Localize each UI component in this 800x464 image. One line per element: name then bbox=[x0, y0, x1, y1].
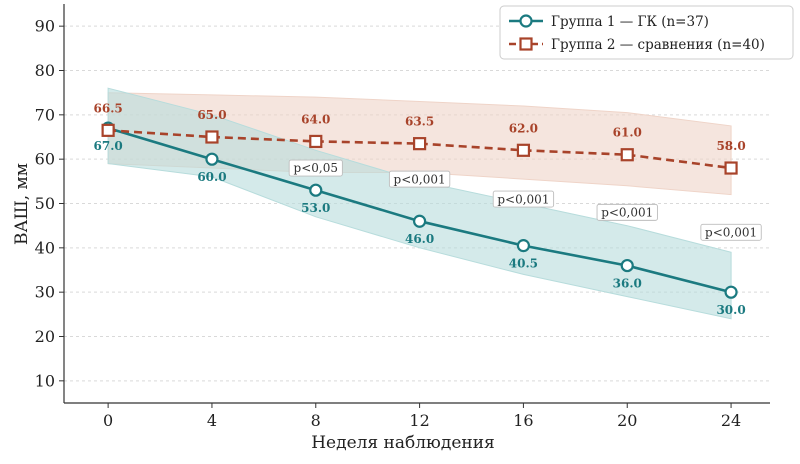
p-value-label: p<0,001 bbox=[601, 206, 653, 220]
p-value-box bbox=[700, 223, 762, 241]
data-label-group-2: 64.0 bbox=[301, 112, 330, 126]
x-tick-label: 0 bbox=[103, 411, 113, 430]
data-point-group-2 bbox=[620, 148, 634, 162]
data-label-group-2: 63.5 bbox=[405, 115, 434, 129]
y-tick-label: 50 bbox=[35, 194, 55, 213]
x-tick-label: 8 bbox=[311, 411, 321, 430]
data-label-group-2: 65.0 bbox=[197, 108, 226, 122]
axes bbox=[59, 4, 770, 408]
data-point-group-1 bbox=[412, 214, 427, 228]
data-label-group-1: 40.5 bbox=[509, 257, 538, 271]
data-label-group-1: 30.0 bbox=[716, 303, 745, 317]
y-tick-label: 20 bbox=[35, 327, 55, 346]
legend-label-group-2: Группа 2 — сравнения (n=40) bbox=[551, 37, 765, 53]
p-value-label: p<0,001 bbox=[497, 192, 549, 206]
data-label-group-1: 53.0 bbox=[301, 201, 330, 215]
legend-frame bbox=[499, 5, 794, 60]
confidence-band-1 bbox=[107, 87, 732, 320]
legend-swatch-group-2-marker bbox=[519, 37, 533, 51]
x-tick-label: 12 bbox=[409, 411, 429, 430]
x-tick-label: 20 bbox=[617, 411, 637, 430]
p-value-label: p<0,05 bbox=[294, 161, 338, 175]
x-axis-title: Неделя наблюдения bbox=[311, 433, 495, 453]
series-lines bbox=[101, 121, 738, 299]
data-point-group-2 bbox=[412, 137, 427, 151]
p-value-annotations: p<0,05 p<0,001 p<0,001 p<0,001 p<0,001 bbox=[288, 159, 762, 241]
data-point-group-1 bbox=[620, 258, 634, 273]
data-point-group-1 bbox=[516, 239, 531, 253]
p-value-label: p<0,001 bbox=[394, 172, 446, 186]
data-point-group-2 bbox=[516, 143, 531, 157]
p-value-box bbox=[492, 190, 555, 208]
p-value-box bbox=[288, 159, 343, 177]
data-point-group-1 bbox=[205, 152, 219, 166]
legend: Группа 1 — ГК (n=37) Группа 2 — сравнени… bbox=[499, 5, 794, 60]
y-tick-label: 40 bbox=[35, 238, 55, 257]
data-point-group-1 bbox=[309, 183, 323, 197]
data-label-group-2: 62.0 bbox=[509, 121, 538, 135]
x-tick-label: 24 bbox=[721, 411, 741, 430]
data-point-group-2 bbox=[309, 134, 323, 149]
data-point-group-2 bbox=[101, 123, 115, 137]
data-labels: 67.0 60.0 53.0 46.0 40.5 36.0 30.0 66.5 65.0 64.0… bbox=[94, 101, 746, 317]
y-tick-label: 60 bbox=[35, 150, 55, 169]
y-tick-label: 30 bbox=[35, 283, 55, 302]
x-tick-label: 4 bbox=[207, 411, 217, 430]
x-tick-label: 16 bbox=[513, 411, 533, 430]
data-label-group-2: 66.5 bbox=[94, 101, 123, 115]
y-tick-label: 80 bbox=[35, 61, 55, 80]
data-point-group-1 bbox=[724, 285, 738, 299]
data-label-group-2: 61.0 bbox=[613, 126, 642, 140]
p-value-box bbox=[388, 170, 451, 188]
p-value-box bbox=[596, 203, 658, 221]
data-label-group-1: 36.0 bbox=[613, 277, 642, 291]
tick-labels: 10 20 30 40 50 60 70 80 90 0 4 8 12 16 20 24 bbox=[35, 17, 742, 430]
legend-swatch-group-1-marker bbox=[519, 14, 533, 28]
data-label-group-1: 46.0 bbox=[405, 232, 434, 246]
legend-label-group-1: Группа 1 — ГК (n=37) bbox=[551, 14, 709, 30]
data-point-group-2 bbox=[724, 161, 738, 175]
y-tick-label: 70 bbox=[35, 105, 55, 124]
data-label-group-1: 60.0 bbox=[197, 170, 226, 184]
data-label-group-1: 67.0 bbox=[94, 139, 123, 153]
y-tick-label: 90 bbox=[35, 17, 55, 36]
data-point-group-2 bbox=[205, 130, 219, 144]
p-value-label: p<0,001 bbox=[705, 226, 757, 240]
y-axis-title: ВАШ, мм bbox=[12, 163, 32, 245]
y-tick-label: 10 bbox=[35, 371, 55, 390]
data-label-group-2: 58.0 bbox=[716, 139, 745, 153]
